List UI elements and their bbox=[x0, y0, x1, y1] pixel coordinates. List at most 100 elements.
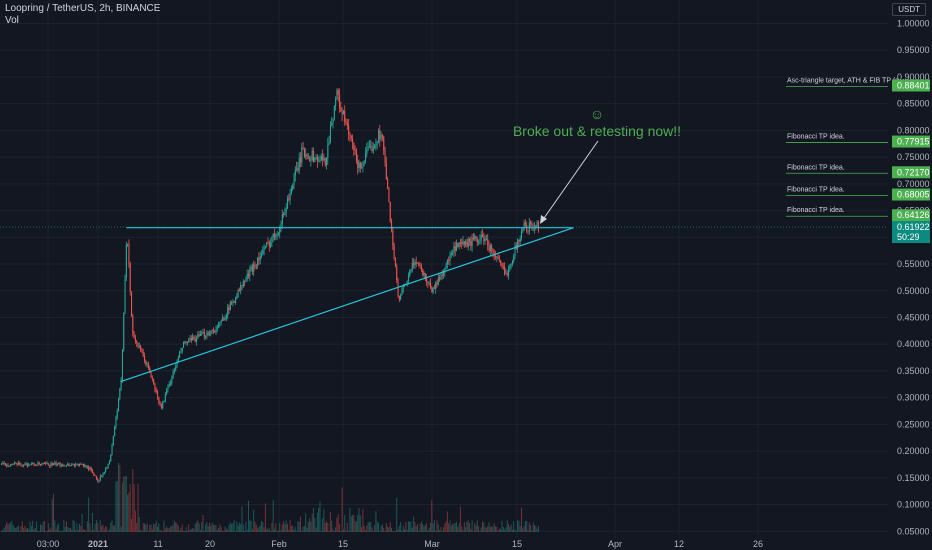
volume-bar bbox=[279, 522, 281, 532]
candle-body bbox=[363, 161, 365, 163]
candle-body bbox=[21, 464, 23, 466]
chart-title[interactable]: Loopring / TetherUS, 2h, BINANCE bbox=[5, 3, 161, 14]
candle-body bbox=[316, 157, 318, 162]
volume-bar bbox=[300, 516, 301, 532]
volume-bar bbox=[6, 522, 8, 532]
candle-body bbox=[86, 467, 88, 468]
volume-bar bbox=[266, 529, 268, 532]
volume-bar bbox=[374, 525, 376, 532]
currency-badge[interactable]: USDT bbox=[892, 3, 926, 16]
volume-bar bbox=[436, 520, 438, 532]
candle-body bbox=[289, 192, 291, 200]
candle-body bbox=[492, 249, 494, 255]
volume-bar bbox=[12, 525, 14, 532]
volume-bar bbox=[183, 531, 184, 532]
volume-bar bbox=[120, 526, 122, 532]
volume-bar bbox=[103, 528, 105, 532]
candle-body bbox=[211, 329, 213, 331]
volume-bar bbox=[8, 523, 10, 532]
ascending-support-trendline bbox=[120, 227, 574, 383]
volume-bar bbox=[220, 527, 222, 532]
candle-body bbox=[228, 307, 230, 311]
candle-body bbox=[450, 253, 452, 256]
candle-body bbox=[380, 134, 382, 140]
candle-body bbox=[389, 201, 391, 222]
candle-body bbox=[318, 160, 320, 162]
volume-bar bbox=[290, 526, 292, 532]
volume-bar bbox=[192, 528, 194, 532]
candle-body bbox=[188, 340, 190, 343]
candle-body bbox=[474, 236, 476, 240]
volume-bar bbox=[47, 523, 49, 532]
volume-bar bbox=[502, 526, 504, 532]
candle-body bbox=[274, 233, 276, 238]
candle-body bbox=[254, 264, 256, 266]
volume-bar bbox=[508, 524, 509, 532]
candle-body bbox=[333, 106, 335, 119]
volume-bar bbox=[319, 501, 321, 532]
candle-body bbox=[275, 235, 277, 238]
volume-bar bbox=[227, 529, 229, 532]
volume-legend[interactable]: Vol bbox=[5, 15, 19, 26]
candle-body bbox=[112, 436, 114, 446]
volume-bar bbox=[155, 520, 157, 532]
price-tick-label: 0.55000 bbox=[897, 259, 930, 269]
volume-bar bbox=[242, 524, 244, 532]
volume-bar bbox=[430, 523, 431, 532]
candle-body bbox=[23, 464, 25, 466]
volume-bar bbox=[241, 506, 243, 532]
candle-body bbox=[121, 349, 123, 380]
volume-bar bbox=[444, 523, 446, 532]
volume-bar bbox=[521, 507, 522, 532]
volume-bar bbox=[176, 523, 178, 532]
volume-bar bbox=[510, 524, 512, 532]
volume-bar bbox=[2, 529, 4, 532]
volume-bar bbox=[294, 526, 296, 532]
volume-bar bbox=[480, 527, 482, 532]
candle-body bbox=[349, 133, 351, 136]
volume-bar bbox=[123, 476, 125, 532]
candle-body bbox=[470, 241, 472, 247]
volume-bar bbox=[463, 521, 465, 532]
candle-body bbox=[498, 259, 500, 261]
volume-bar bbox=[326, 521, 327, 532]
volume-bar bbox=[136, 522, 138, 532]
volume-bar bbox=[420, 521, 422, 532]
volume-bar bbox=[177, 525, 179, 532]
price-tick-label: 0.20000 bbox=[897, 446, 930, 456]
volume-bar bbox=[125, 475, 127, 532]
candle-body bbox=[281, 213, 283, 224]
candle-body bbox=[6, 464, 8, 466]
candle-body bbox=[374, 145, 376, 149]
candle-body bbox=[341, 111, 343, 115]
candle-body bbox=[27, 463, 29, 467]
candle-body bbox=[118, 398, 120, 411]
candles bbox=[1, 88, 539, 483]
candle-body bbox=[523, 222, 525, 229]
price-tick-label: 0.25000 bbox=[897, 419, 930, 429]
candle-body bbox=[248, 274, 250, 277]
candle-body bbox=[72, 464, 74, 465]
candle-body bbox=[422, 268, 424, 276]
volume-bar bbox=[504, 529, 506, 532]
candle-body bbox=[71, 464, 73, 466]
candle-body bbox=[441, 274, 443, 276]
candle-body bbox=[40, 464, 42, 465]
candle-body bbox=[45, 463, 47, 465]
volume-bar bbox=[244, 531, 246, 532]
volume-bar bbox=[355, 521, 357, 532]
time-tick-label: 12 bbox=[674, 539, 684, 549]
volume-bar bbox=[372, 531, 374, 532]
candle-body bbox=[535, 225, 537, 228]
volume-bar bbox=[246, 529, 248, 532]
volume-bar bbox=[231, 523, 233, 532]
candle-body bbox=[129, 263, 131, 292]
volume-bar bbox=[461, 526, 463, 532]
volume-bar bbox=[259, 525, 261, 532]
candle-body bbox=[192, 336, 194, 341]
volume-bar bbox=[254, 521, 256, 532]
volume-bar bbox=[129, 483, 131, 532]
volume-bar bbox=[108, 529, 110, 532]
